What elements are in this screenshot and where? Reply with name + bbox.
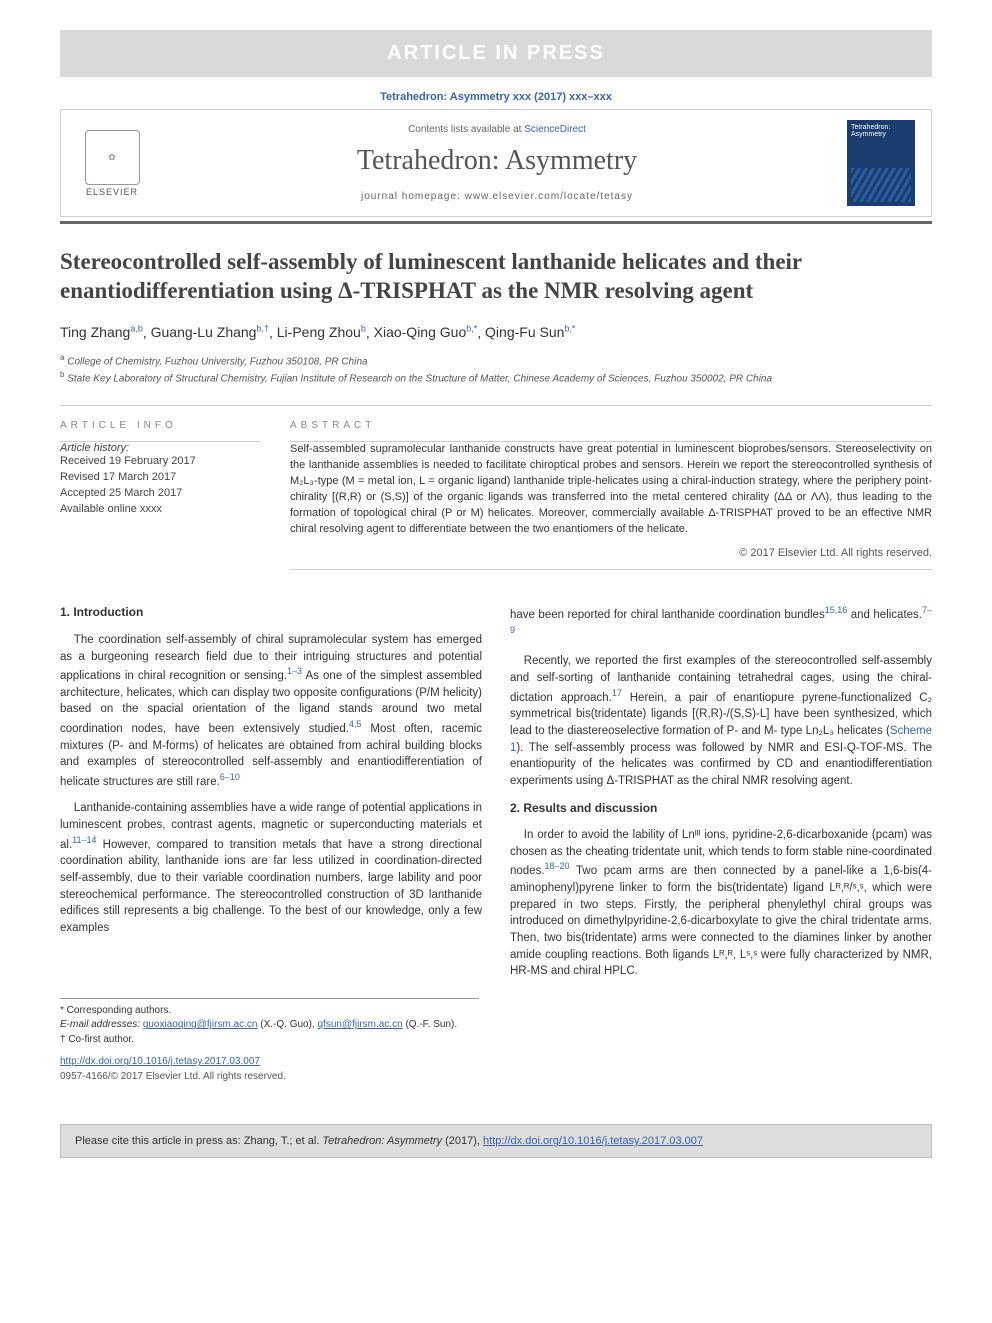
history-label: Article history:	[60, 442, 260, 454]
author: Li-Peng Zhoub	[277, 324, 366, 340]
author: Qing-Fu Sunb,*	[485, 324, 575, 340]
sciencedirect-link[interactable]: ScienceDirect	[524, 124, 586, 135]
reference-link[interactable]: 1–3	[287, 666, 302, 676]
journal-reference: Tetrahedron: Asymmetry xxx (2017) xxx–xx…	[60, 91, 932, 103]
history-received: Received 19 February 2017	[60, 454, 260, 470]
citation-year: (2017),	[442, 1135, 483, 1147]
elsevier-label: ELSEVIER	[86, 187, 138, 197]
doi-block: http://dx.doi.org/10.1016/j.tetasy.2017.…	[60, 1055, 479, 1084]
journal-header: ✿ ELSEVIER Contents lists available at S…	[60, 109, 932, 217]
email-who-2: (Q.-F. Sun).	[403, 1019, 457, 1030]
affiliation-a: a College of Chemistry, Fuzhou Universit…	[60, 352, 932, 369]
cofirst-note: † Co-first author.	[60, 1033, 479, 1048]
affiliation-b: b State Key Laboratory of Structural Che…	[60, 369, 932, 386]
article-in-press-banner: ARTICLE IN PRESS	[60, 30, 932, 77]
reference-link[interactable]: 4,5	[349, 719, 362, 729]
article-meta-row: ARTICLE INFO Article history: Received 1…	[60, 405, 932, 571]
contents-prefix: Contents lists available at	[408, 124, 524, 135]
cover-title: Tetrahedron: Asymmetry	[851, 124, 911, 138]
abstract-copyright: © 2017 Elsevier Ltd. All rights reserved…	[290, 547, 932, 559]
email-line: E-mail addresses: guoxiaoqing@fjirsm.ac.…	[60, 1018, 479, 1033]
history-revised: Revised 17 March 2017	[60, 470, 260, 486]
history-online: Available online xxxx	[60, 502, 260, 518]
citation-box: Please cite this article in press as: Zh…	[60, 1124, 932, 1158]
abstract-label: ABSTRACT	[290, 420, 932, 431]
reference-link[interactable]: 7–9	[510, 605, 932, 635]
doi-link[interactable]: http://dx.doi.org/10.1016/j.tetasy.2017.…	[60, 1056, 260, 1067]
elsevier-tree-icon: ✿	[85, 130, 140, 185]
section-2-heading: 2. Results and discussion	[510, 800, 932, 817]
abstract-text: Self-assembled supramolecular lanthanide…	[290, 442, 932, 538]
history-accepted: Accepted 25 March 2017	[60, 486, 260, 502]
citation-prefix: Please cite this article in press as: Zh…	[75, 1135, 322, 1147]
email-link-1[interactable]: guoxiaoqing@fjirsm.ac.cn	[143, 1019, 258, 1030]
author: Xiao-Qing Guob,*	[374, 324, 478, 340]
author: Guang-Lu Zhangb,†	[151, 324, 269, 340]
article-info-label: ARTICLE INFO	[60, 420, 260, 431]
paragraph: In order to avoid the lability of Lnᴵᴵᴵ …	[510, 827, 932, 980]
contents-available-line: Contents lists available at ScienceDirec…	[159, 124, 835, 135]
footnotes: * Corresponding authors. E-mail addresse…	[60, 998, 479, 1085]
elsevier-logo: ✿ ELSEVIER	[77, 123, 147, 203]
article-info-block: ARTICLE INFO Article history: Received 1…	[60, 420, 260, 571]
reference-link[interactable]: 6–10	[220, 772, 240, 782]
reference-link[interactable]: 18–20	[545, 861, 570, 871]
abstract-divider-bottom	[290, 569, 932, 570]
journal-homepage: journal homepage: www.elsevier.com/locat…	[159, 191, 835, 202]
reference-link[interactable]: 17	[612, 688, 622, 698]
header-divider	[60, 221, 932, 224]
affiliations: a College of Chemistry, Fuzhou Universit…	[60, 352, 932, 387]
reference-link[interactable]: 11–14	[72, 835, 96, 845]
email-link-2[interactable]: qfsun@fjirsm.ac.cn	[317, 1019, 402, 1030]
article-body: 1. Introduction The coordination self-as…	[60, 604, 932, 979]
journal-name: Tetrahedron: Asymmetry	[159, 145, 835, 177]
paragraph: Recently, we reported the first examples…	[510, 653, 932, 789]
email-label: E-mail addresses:	[60, 1019, 140, 1030]
email-who-1: (X.-Q. Guo),	[257, 1019, 317, 1030]
cover-art-icon	[851, 168, 911, 202]
section-1-heading: 1. Introduction	[60, 604, 482, 621]
header-center: Contents lists available at ScienceDirec…	[159, 124, 835, 202]
citation-doi-link[interactable]: http://dx.doi.org/10.1016/j.tetasy.2017.…	[483, 1135, 703, 1147]
issn-line: 0957-4166/© 2017 Elsevier Ltd. All right…	[60, 1071, 286, 1082]
citation-journal: Tetrahedron: Asymmetry	[322, 1135, 442, 1147]
abstract-block: ABSTRACT Self-assembled supramolecular l…	[290, 420, 932, 571]
author-list: Ting Zhanga,b, Guang-Lu Zhangb,†, Li-Pen…	[60, 324, 932, 341]
article-title: Stereocontrolled self-assembly of lumine…	[60, 248, 932, 306]
reference-link[interactable]: 15,16	[825, 605, 848, 615]
journal-cover-thumbnail: Tetrahedron: Asymmetry	[847, 120, 915, 206]
paragraph: have been reported for chiral lanthanide…	[510, 604, 932, 643]
corresponding-note: * Corresponding authors.	[60, 1004, 479, 1019]
scheme-link[interactable]: Scheme 1	[510, 725, 932, 754]
paragraph: Lanthanide-containing assemblies have a …	[60, 800, 482, 936]
paragraph: The coordination self-assembly of chiral…	[60, 632, 482, 791]
author: Ting Zhanga,b	[60, 324, 143, 340]
